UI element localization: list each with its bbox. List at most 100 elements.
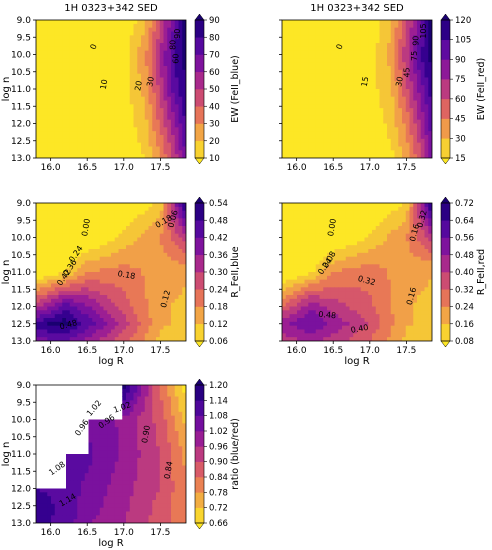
heatmap-cell xyxy=(330,154,335,158)
heatmap-cell xyxy=(413,123,418,128)
heatmap-cell xyxy=(394,214,399,219)
heatmap-cell xyxy=(129,268,134,273)
heatmap-cell xyxy=(66,20,71,25)
heatmap-cell xyxy=(133,138,138,144)
heatmap-cell xyxy=(372,27,377,32)
heatmap-cell xyxy=(141,226,146,231)
heatmap-cell xyxy=(171,203,176,208)
heatmap-cell xyxy=(47,54,52,59)
heatmap-cell xyxy=(84,252,89,258)
contour-label: 0.12 xyxy=(159,289,172,309)
heatmap-cell xyxy=(372,62,377,67)
heatmap-cell xyxy=(39,275,44,281)
heatmap-cell xyxy=(174,210,179,215)
heatmap-cell xyxy=(81,314,86,319)
heatmap-cell xyxy=(387,237,392,242)
heatmap-cell xyxy=(103,256,108,261)
heatmap-cell xyxy=(137,237,142,242)
heatmap-cell xyxy=(327,146,332,151)
heatmap-cell xyxy=(99,237,104,242)
heatmap-cell xyxy=(69,268,74,273)
heatmap-cell xyxy=(327,218,332,223)
heatmap-cell xyxy=(360,203,365,208)
heatmap-cell xyxy=(122,229,127,235)
heatmap-cell xyxy=(126,92,131,98)
heatmap-cell xyxy=(163,203,168,208)
heatmap-cell xyxy=(304,85,309,90)
heatmap-cell xyxy=(334,89,339,94)
heatmap-cell xyxy=(118,100,123,105)
heatmap-cell xyxy=(282,58,287,63)
heatmap-cell xyxy=(51,214,56,219)
heatmap-cell xyxy=(163,214,168,219)
heatmap-cell xyxy=(330,138,335,144)
heatmap-cell xyxy=(383,203,388,208)
heatmap-cell xyxy=(312,142,317,147)
heatmap-cell xyxy=(66,295,71,300)
heatmap-cell xyxy=(323,20,328,25)
heatmap-cell xyxy=(368,115,373,121)
heatmap-cell xyxy=(156,237,161,242)
heatmap-cell xyxy=(137,112,142,117)
heatmap-cell xyxy=(398,96,403,101)
heatmap-cell xyxy=(69,62,74,67)
heatmap-cell xyxy=(428,50,432,55)
heatmap-cell xyxy=(174,222,179,227)
heatmap-cell xyxy=(99,104,104,109)
heatmap-cell xyxy=(342,39,347,44)
heatmap-cell xyxy=(36,260,41,265)
heatmap-cell xyxy=(372,46,377,52)
heatmap-cell xyxy=(182,100,186,105)
x-tick-label: 17.5 xyxy=(150,346,170,356)
heatmap-cell xyxy=(402,146,407,151)
heatmap-cell xyxy=(327,237,332,242)
heatmap-cell xyxy=(137,203,142,208)
heatmap-cell xyxy=(174,73,179,78)
heatmap-cell xyxy=(58,306,63,311)
heatmap-cell xyxy=(297,104,302,109)
heatmap-cell xyxy=(129,222,134,227)
heatmap-cell xyxy=(58,237,63,242)
heatmap-cell xyxy=(402,127,407,132)
heatmap-cell xyxy=(409,77,414,82)
heatmap-cell xyxy=(47,226,52,231)
heatmap-cell xyxy=(372,92,377,98)
heatmap-cell xyxy=(182,252,186,258)
heatmap-cell xyxy=(88,81,93,86)
heatmap-cell xyxy=(152,329,157,334)
heatmap-cell xyxy=(304,115,309,121)
heatmap-cell xyxy=(152,50,157,55)
heatmap-cell xyxy=(349,66,354,71)
heatmap-cell xyxy=(159,31,164,36)
heatmap-cell xyxy=(51,249,56,254)
heatmap-cell xyxy=(308,226,313,231)
heatmap-cell xyxy=(171,142,176,147)
heatmap-cell xyxy=(88,268,93,273)
heatmap-cell xyxy=(114,54,119,59)
heatmap-cell xyxy=(62,329,67,334)
heatmap-cell xyxy=(308,245,313,250)
heatmap-cell xyxy=(182,135,186,140)
heatmap-cell xyxy=(368,73,373,78)
heatmap-cell xyxy=(330,50,335,55)
heatmap-cell xyxy=(118,310,123,315)
heatmap-cell xyxy=(182,81,186,86)
heatmap-cell xyxy=(159,39,164,44)
heatmap-cell xyxy=(334,119,339,124)
heatmap-cell xyxy=(159,73,164,78)
heatmap-cell xyxy=(92,69,97,75)
heatmap-cell xyxy=(51,256,56,261)
heatmap-cell xyxy=(327,69,332,75)
heatmap-cell xyxy=(54,135,59,140)
heatmap-cell xyxy=(342,135,347,140)
heatmap-cell xyxy=(107,302,112,307)
heatmap-cell xyxy=(96,256,101,261)
heatmap-cell xyxy=(300,135,305,140)
heatmap-cell xyxy=(69,46,74,52)
heatmap-cell xyxy=(43,218,48,223)
heatmap-cell xyxy=(66,46,71,52)
heatmap-cell xyxy=(398,31,403,36)
heatmap-cell xyxy=(289,222,294,227)
heatmap-cell xyxy=(379,27,384,32)
heatmap-cell xyxy=(54,268,59,273)
